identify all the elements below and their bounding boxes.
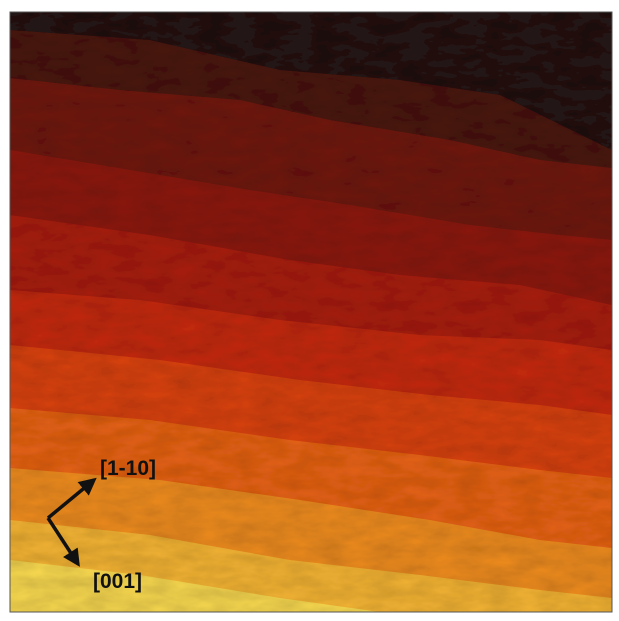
direction-label: [1-10] [100,457,156,480]
scan-image [10,12,612,612]
page: [1-10] [001] (() => { const data = JSON.… [0,0,619,621]
direction-label: [001] [93,570,142,593]
image-figure: [1-10] [001] [0,0,619,621]
